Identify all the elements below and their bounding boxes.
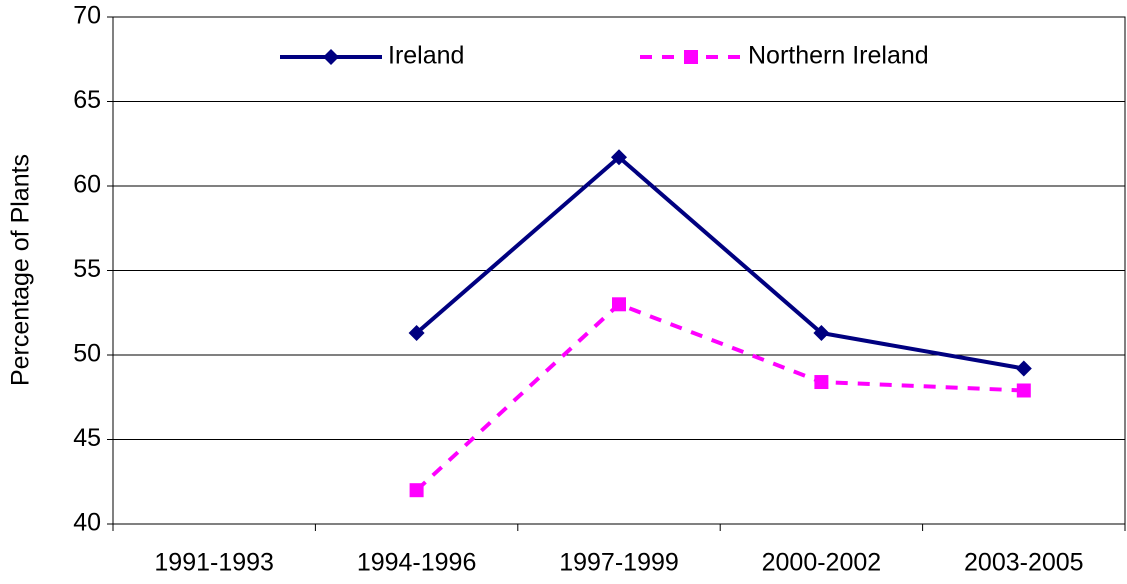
data-point — [409, 483, 424, 498]
x-tick-label: 2000-2002 — [762, 549, 882, 577]
data-point — [1015, 360, 1032, 377]
y-axis-label: Percentage of Plants — [7, 154, 35, 386]
data-point — [611, 149, 627, 166]
series-line — [415, 154, 1025, 371]
x-tick-label: 1997-1999 — [559, 549, 679, 577]
plot-border — [112, 16, 1126, 525]
x-tick-label: 1991-1993 — [154, 549, 274, 577]
y-tick-label: 45 — [73, 424, 101, 452]
y-tick-label: 60 — [73, 171, 101, 199]
data-point — [1016, 383, 1031, 398]
data-point — [612, 297, 626, 312]
legend-label: Ireland — [388, 42, 464, 70]
legend-label: Northern Ireland — [748, 42, 929, 70]
y-tick-label: 55 — [73, 255, 101, 283]
x-tick-label: 2003-2005 — [964, 549, 1084, 577]
data-point — [813, 325, 830, 342]
y-tick-label: 50 — [73, 340, 101, 368]
legend-marker — [684, 50, 698, 64]
data-point — [814, 375, 829, 390]
series-line — [415, 301, 1024, 492]
x-tick-label: 1994-1996 — [357, 549, 477, 577]
y-tick-label: 65 — [73, 86, 101, 114]
y-tick-label: 40 — [73, 509, 101, 537]
y-tick-label: 70 — [73, 2, 101, 30]
legend-marker — [323, 49, 339, 65]
data-point — [408, 325, 425, 342]
